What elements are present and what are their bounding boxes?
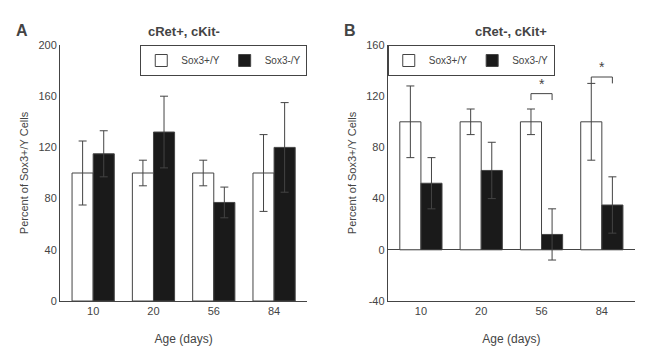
svg-text:84: 84 (268, 305, 280, 317)
svg-text:40: 40 (45, 244, 57, 256)
svg-text:120: 120 (366, 90, 384, 102)
svg-text:Age (days): Age (days) (155, 332, 213, 346)
svg-text:20: 20 (475, 305, 487, 317)
svg-text:Sox3+/Y: Sox3+/Y (429, 55, 467, 66)
svg-text:160: 160 (366, 39, 384, 51)
svg-text:56: 56 (535, 305, 547, 317)
svg-text:80: 80 (45, 192, 57, 204)
svg-text:160: 160 (38, 90, 56, 102)
svg-text:56: 56 (208, 305, 220, 317)
svg-text:Percent of Sox3+/Y Cells: Percent of Sox3+/Y Cells (346, 111, 358, 234)
svg-text:Sox3-/Y: Sox3-/Y (265, 55, 301, 66)
svg-text:200: 200 (38, 39, 56, 51)
svg-text:Sox3+/Y: Sox3+/Y (181, 55, 219, 66)
svg-text:0: 0 (378, 244, 384, 256)
svg-text:*: * (599, 59, 605, 75)
svg-text:-40: -40 (369, 295, 385, 307)
svg-text:cRet+, cKit-: cRet+, cKit- (148, 24, 220, 39)
svg-text:0: 0 (51, 295, 57, 307)
svg-text:Age (days): Age (days) (482, 332, 540, 346)
svg-text:20: 20 (147, 305, 159, 317)
svg-text:Percent of Sox3+/Y Cells: Percent of Sox3+/Y Cells (18, 111, 30, 234)
svg-text:80: 80 (372, 141, 384, 153)
svg-text:cRet-, cKit+: cRet-, cKit+ (475, 24, 547, 39)
svg-text:10: 10 (415, 305, 427, 317)
svg-text:B: B (344, 22, 356, 39)
svg-text:84: 84 (596, 305, 608, 317)
svg-text:Sox3-/Y: Sox3-/Y (512, 55, 548, 66)
svg-text:40: 40 (372, 192, 384, 204)
svg-text:10: 10 (87, 305, 99, 317)
svg-text:*: * (539, 76, 545, 92)
svg-text:A: A (16, 22, 28, 39)
svg-text:120: 120 (38, 141, 56, 153)
